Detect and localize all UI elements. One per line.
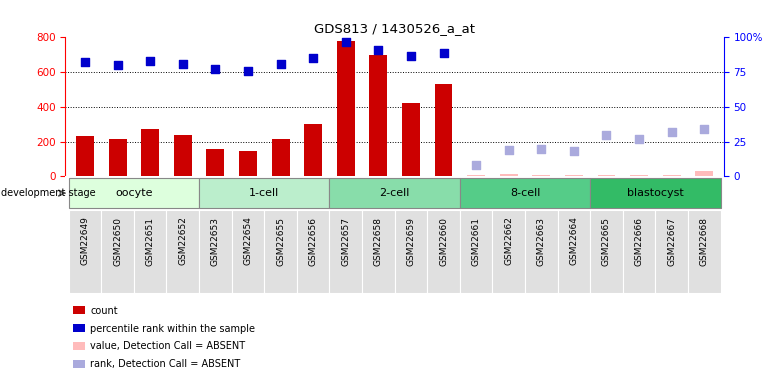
Text: value, Detection Call = ABSENT: value, Detection Call = ABSENT xyxy=(90,342,245,351)
Bar xyxy=(467,174,485,176)
Text: percentile rank within the sample: percentile rank within the sample xyxy=(90,324,255,333)
Point xyxy=(470,162,482,168)
Bar xyxy=(174,135,192,176)
Bar xyxy=(655,210,688,292)
Title: GDS813 / 1430526_a_at: GDS813 / 1430526_a_at xyxy=(314,22,475,35)
Bar xyxy=(532,174,551,176)
Bar xyxy=(272,139,290,176)
Bar xyxy=(141,129,159,176)
Text: GSM22656: GSM22656 xyxy=(309,217,318,266)
Bar xyxy=(199,178,330,209)
Text: GSM22659: GSM22659 xyxy=(407,217,416,266)
Point xyxy=(242,68,254,74)
Point xyxy=(79,60,91,66)
Text: GSM22649: GSM22649 xyxy=(81,217,89,266)
Point xyxy=(567,148,580,154)
Point xyxy=(633,136,645,142)
Bar xyxy=(565,174,583,176)
Text: 1-cell: 1-cell xyxy=(249,188,280,198)
Point xyxy=(372,47,384,53)
Bar xyxy=(623,210,655,292)
Bar xyxy=(460,210,492,292)
Text: 8-cell: 8-cell xyxy=(510,188,541,198)
Bar xyxy=(102,210,134,292)
Bar xyxy=(427,210,460,292)
Bar xyxy=(434,84,453,176)
Point xyxy=(503,147,515,153)
Point xyxy=(601,132,613,138)
Text: GSM22658: GSM22658 xyxy=(373,217,383,266)
Bar xyxy=(460,178,590,209)
Text: 2-cell: 2-cell xyxy=(380,188,410,198)
Bar xyxy=(69,210,102,292)
Bar xyxy=(330,178,460,209)
Text: GSM22668: GSM22668 xyxy=(700,217,708,266)
Text: GSM22655: GSM22655 xyxy=(276,217,285,266)
Text: GSM22654: GSM22654 xyxy=(243,217,253,266)
Bar xyxy=(362,210,394,292)
Bar xyxy=(557,210,590,292)
Bar xyxy=(402,102,420,176)
Text: GSM22651: GSM22651 xyxy=(146,217,155,266)
Text: GSM22661: GSM22661 xyxy=(471,217,480,266)
Bar xyxy=(330,210,362,292)
Bar xyxy=(590,178,721,209)
Text: oocyte: oocyte xyxy=(116,188,152,198)
Text: GSM22650: GSM22650 xyxy=(113,217,122,266)
Bar xyxy=(199,210,232,292)
Text: GSM22663: GSM22663 xyxy=(537,217,546,266)
Point xyxy=(209,66,222,72)
Bar xyxy=(590,210,623,292)
Text: GSM22657: GSM22657 xyxy=(341,217,350,266)
Point xyxy=(665,129,678,135)
Text: blastocyst: blastocyst xyxy=(627,188,684,198)
Text: GSM22666: GSM22666 xyxy=(634,217,644,266)
Bar xyxy=(134,210,166,292)
Bar xyxy=(297,210,330,292)
Text: rank, Detection Call = ABSENT: rank, Detection Call = ABSENT xyxy=(90,360,240,369)
Bar xyxy=(264,210,297,292)
Point xyxy=(535,146,547,152)
Bar xyxy=(688,210,721,292)
Bar xyxy=(492,210,525,292)
Text: GSM22664: GSM22664 xyxy=(569,217,578,266)
Point xyxy=(698,126,711,132)
Text: development stage: development stage xyxy=(1,188,95,198)
Point xyxy=(112,62,124,68)
Text: count: count xyxy=(90,306,118,315)
Bar xyxy=(232,210,264,292)
Bar xyxy=(69,178,199,209)
Bar xyxy=(525,210,557,292)
Bar xyxy=(304,124,322,176)
Text: GSM22660: GSM22660 xyxy=(439,217,448,266)
Text: GSM22653: GSM22653 xyxy=(211,217,220,266)
Bar xyxy=(500,174,517,176)
Bar xyxy=(109,139,126,176)
Bar xyxy=(239,151,257,176)
Bar xyxy=(76,136,94,176)
Text: GSM22665: GSM22665 xyxy=(602,217,611,266)
Bar xyxy=(166,210,199,292)
Point xyxy=(176,61,189,67)
Bar xyxy=(336,41,355,176)
Bar xyxy=(370,55,387,176)
Point xyxy=(340,39,352,45)
Bar xyxy=(695,171,713,176)
Text: GSM22662: GSM22662 xyxy=(504,217,513,266)
Bar xyxy=(206,148,224,176)
Point xyxy=(307,55,320,61)
Bar xyxy=(394,210,427,292)
Text: GSM22652: GSM22652 xyxy=(179,217,187,266)
Point xyxy=(144,58,156,64)
Text: GSM22667: GSM22667 xyxy=(667,217,676,266)
Point xyxy=(274,61,286,67)
Point xyxy=(405,53,417,58)
Point xyxy=(437,50,450,56)
